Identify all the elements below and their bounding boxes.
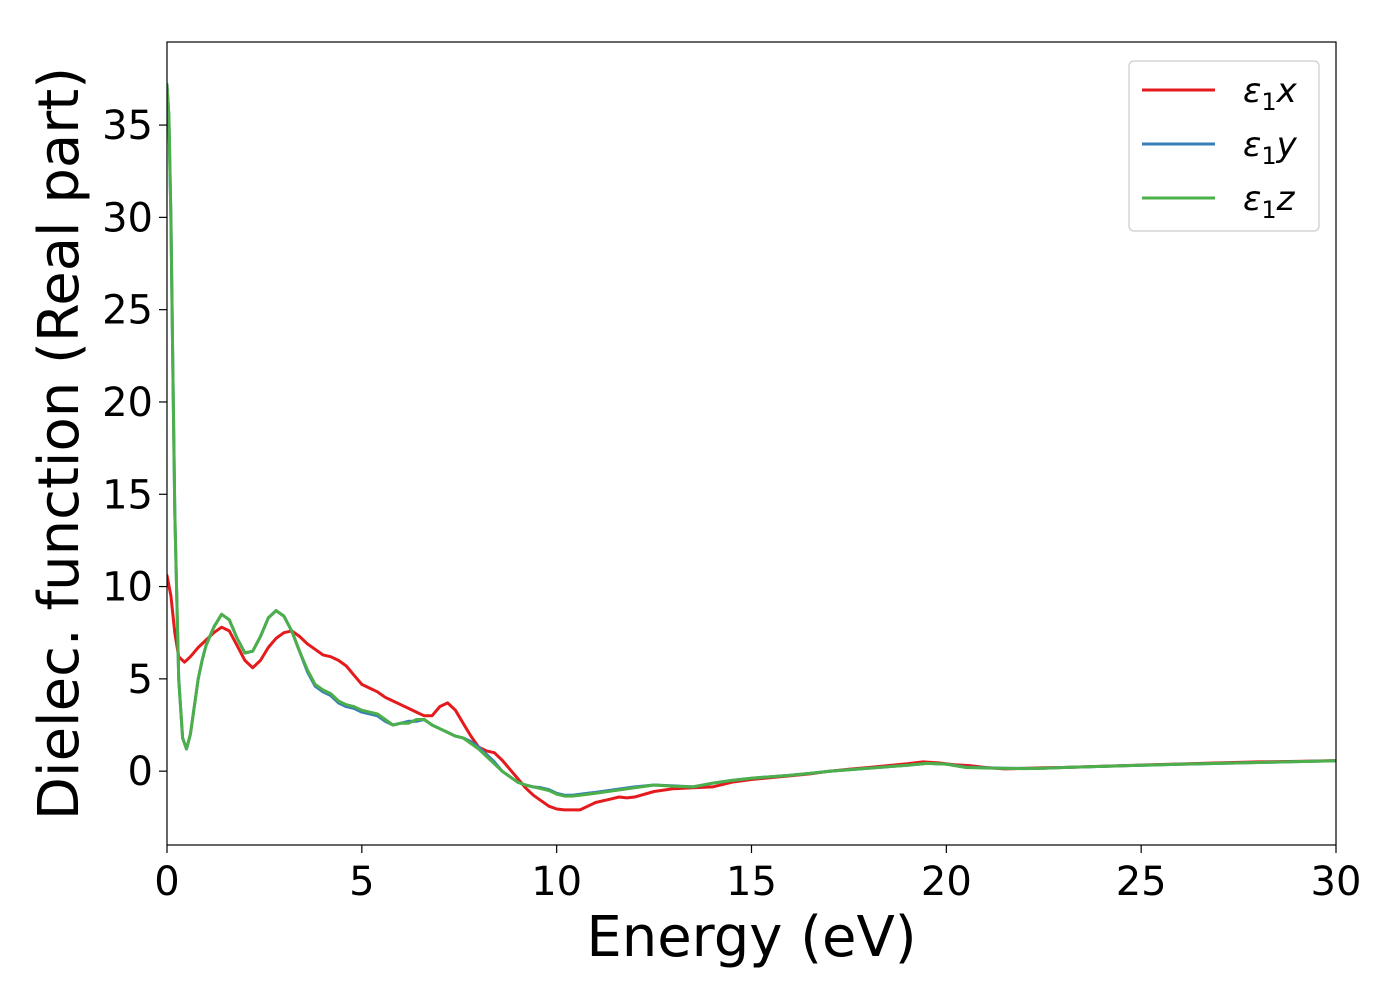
series-line-z	[167, 83, 1336, 798]
x-tick-label: 5	[349, 859, 374, 905]
y-tick-label: 20	[102, 380, 153, 426]
y-tick-label: 10	[102, 565, 153, 611]
legend-box	[1128, 60, 1320, 232]
x-axis-title: Energy (eV)	[586, 905, 916, 970]
y-axis: 0 5 10 15 20 25 30 35	[102, 103, 167, 795]
series-line-x	[167, 574, 1336, 812]
y-tick-label: 25	[102, 288, 153, 334]
y-axis-title: Dielec. function (Real part)	[27, 67, 92, 820]
x-axis: 0 5 10 15 20 25 30	[154, 845, 1361, 905]
series-layer	[167, 83, 1336, 812]
x-tick-label: 10	[531, 859, 582, 905]
y-tick-label: 5	[128, 657, 153, 703]
y-tick-label: 30	[102, 195, 153, 241]
x-tick-label: 0	[154, 859, 179, 905]
legend: ε1x ε1y ε1z	[1128, 60, 1320, 232]
x-tick-label: 20	[921, 859, 972, 905]
legend-label-z: ε1z	[1243, 179, 1296, 224]
x-tick-label: 15	[726, 859, 777, 905]
x-tick-label: 30	[1311, 859, 1362, 905]
legend-label-y: ε1y	[1243, 125, 1298, 170]
y-tick-label: 35	[102, 103, 153, 149]
legend-label-x: ε1x	[1243, 71, 1298, 116]
x-tick-label: 25	[1116, 859, 1167, 905]
y-tick-label: 0	[128, 749, 153, 795]
y-tick-label: 15	[102, 472, 153, 518]
